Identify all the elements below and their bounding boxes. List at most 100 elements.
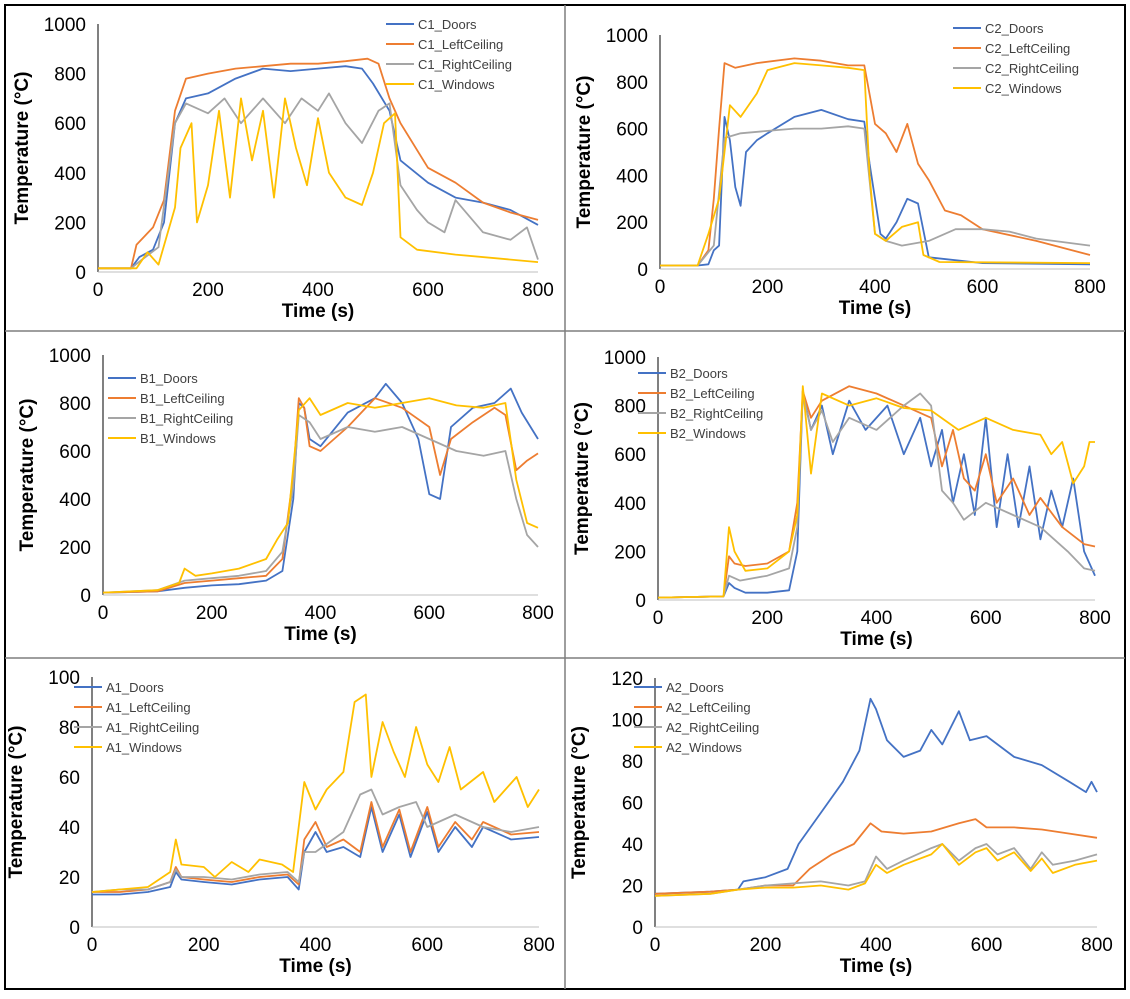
series-line-a2-doors bbox=[654, 697, 1098, 895]
y-axis-title: Temperature (°C) bbox=[569, 726, 590, 879]
y-tick-label: 1000 bbox=[44, 15, 86, 36]
series-line-b2-doors bbox=[657, 390, 1096, 599]
chart-b2: 0 200 400 600 800 0 200 400 600 800 1000 Time (s) Te… bbox=[572, 348, 1111, 650]
x-tick-label: 600 bbox=[412, 280, 444, 301]
legend-label: B1_Windows bbox=[140, 431, 216, 446]
y-tick-label: 400 bbox=[59, 490, 91, 511]
legend-label: A1_LeftCeiling bbox=[106, 700, 191, 715]
x-tick-label: 800 bbox=[523, 935, 555, 956]
x-tick-label: 200 bbox=[196, 603, 228, 624]
series-line-c1-leftceiling bbox=[98, 57, 539, 270]
series-line-c1-doors bbox=[98, 65, 539, 270]
y-tick-label: 60 bbox=[59, 768, 80, 789]
x-tick-label: 600 bbox=[967, 277, 999, 298]
legend-b1: B1_Doors B1_LeftCeiling B1_RightCeiling B1_… bbox=[108, 371, 233, 446]
chart-b1: 0 200 400 600 800 0 200 400 600 800 1000 Time (s) Te… bbox=[17, 346, 554, 645]
chart-a1: 0 200 400 600 800 0 20 40 60 80 100 Time (s) Tempera… bbox=[6, 668, 555, 977]
x-tick-label: 400 bbox=[305, 603, 337, 624]
x-tick-label: 200 bbox=[750, 935, 782, 956]
legend-label: C2_RightCeiling bbox=[985, 61, 1079, 76]
series-line-b1-doors bbox=[102, 382, 539, 594]
legend-label: B2_Windows bbox=[670, 426, 746, 441]
x-tick-label: 0 bbox=[655, 277, 666, 298]
y-tick-label: 0 bbox=[632, 918, 643, 939]
legend-label: B2_LeftCeiling bbox=[670, 386, 755, 401]
x-tick-label: 200 bbox=[752, 277, 784, 298]
chart-c2: 0 200 400 600 800 0 200 400 600 800 1000 Time (s) Te… bbox=[574, 21, 1106, 319]
x-tick-label: 200 bbox=[751, 608, 783, 629]
legend-label: A2_LeftCeiling bbox=[666, 700, 751, 715]
y-tick-label: 60 bbox=[622, 794, 643, 815]
y-tick-label: 600 bbox=[59, 442, 91, 463]
x-tick-label: 0 bbox=[653, 608, 664, 629]
x-axis-title: Time (s) bbox=[840, 956, 913, 977]
legend-label: A1_RightCeiling bbox=[106, 720, 199, 735]
y-tick-label: 600 bbox=[616, 120, 648, 141]
y-tick-label: 100 bbox=[611, 711, 643, 732]
y-axis-title: Temperature (°C) bbox=[6, 726, 27, 879]
x-tick-label: 400 bbox=[861, 608, 893, 629]
y-tick-label: 200 bbox=[59, 538, 91, 559]
legend-label: A2_Doors bbox=[666, 680, 724, 695]
y-axis-title: Temperature (°C) bbox=[17, 399, 38, 552]
x-tick-label: 400 bbox=[302, 280, 334, 301]
y-tick-label: 120 bbox=[611, 669, 643, 690]
series-line-a1-doors bbox=[92, 806, 540, 896]
legend-label: A2_Windows bbox=[666, 740, 742, 755]
y-tick-label: 600 bbox=[614, 445, 646, 466]
y-tick-label: 100 bbox=[48, 668, 80, 689]
legend-label: C1_RightCeiling bbox=[418, 57, 512, 72]
series-line-c2-doors bbox=[660, 109, 1091, 267]
y-tick-label: 1000 bbox=[604, 348, 646, 369]
legend-label: B2_RightCeiling bbox=[670, 406, 763, 421]
panel-borders bbox=[4, 4, 1126, 990]
y-tick-label: 400 bbox=[616, 166, 648, 187]
y-tick-label: 800 bbox=[616, 73, 648, 94]
y-tick-label: 0 bbox=[635, 591, 646, 612]
x-tick-label: 0 bbox=[93, 280, 104, 301]
x-tick-label: 800 bbox=[522, 603, 554, 624]
y-tick-label: 200 bbox=[54, 213, 86, 234]
x-tick-label: 200 bbox=[192, 280, 224, 301]
legend-b2: B2_Doors B2_LeftCeiling B2_RightCeiling B2_… bbox=[638, 366, 763, 441]
series-line-c1-rightceiling bbox=[98, 92, 539, 270]
legend-label: B1_LeftCeiling bbox=[140, 391, 225, 406]
legend-label: C1_Doors bbox=[418, 17, 477, 32]
y-tick-label: 200 bbox=[614, 542, 646, 563]
x-tick-label: 200 bbox=[188, 935, 220, 956]
series-line-c2-rightceiling bbox=[660, 125, 1091, 267]
y-axis-title: Temperature (°C) bbox=[572, 402, 593, 555]
series-line-b2-windows bbox=[657, 385, 1095, 599]
x-tick-label: 600 bbox=[971, 935, 1003, 956]
legend-label: C2_LeftCeiling bbox=[985, 41, 1070, 56]
y-tick-label: 800 bbox=[54, 65, 86, 86]
x-tick-label: 800 bbox=[1079, 608, 1111, 629]
x-tick-label: 600 bbox=[970, 608, 1002, 629]
y-tick-label: 40 bbox=[59, 818, 80, 839]
y-tick-label: 80 bbox=[622, 752, 643, 773]
y-tick-label: 800 bbox=[614, 397, 646, 418]
legend-label: A2_RightCeiling bbox=[666, 720, 759, 735]
y-tick-label: 400 bbox=[614, 494, 646, 515]
legend-label: A1_Doors bbox=[106, 680, 164, 695]
y-axis-title: Temperature (°C) bbox=[574, 76, 595, 229]
x-axis-title: Time (s) bbox=[284, 624, 357, 645]
y-axis-title: Temperature (°C) bbox=[12, 72, 33, 225]
series-line-b1-rightceiling bbox=[102, 414, 539, 594]
x-tick-label: 800 bbox=[1081, 935, 1113, 956]
y-tick-label: 0 bbox=[80, 586, 91, 607]
series-line-a2-windows bbox=[654, 843, 1098, 897]
legend-a1: A1_Doors A1_LeftCeiling A1_RightCeiling A1_… bbox=[74, 680, 199, 755]
legend-label: B2_Doors bbox=[670, 366, 728, 381]
series-line-b2-rightceiling bbox=[657, 392, 1096, 599]
legend-label: C1_Windows bbox=[418, 77, 495, 92]
y-tick-label: 800 bbox=[59, 394, 91, 415]
series-line-a1-rightceiling bbox=[91, 788, 540, 893]
x-tick-label: 800 bbox=[522, 280, 554, 301]
x-tick-label: 400 bbox=[300, 935, 332, 956]
series-line-c2-windows bbox=[660, 62, 1091, 267]
y-tick-label: 40 bbox=[622, 835, 643, 856]
chart-c1: 0 200 400 600 800 0 200 400 600 800 1000 Time (s) Te… bbox=[12, 15, 554, 322]
